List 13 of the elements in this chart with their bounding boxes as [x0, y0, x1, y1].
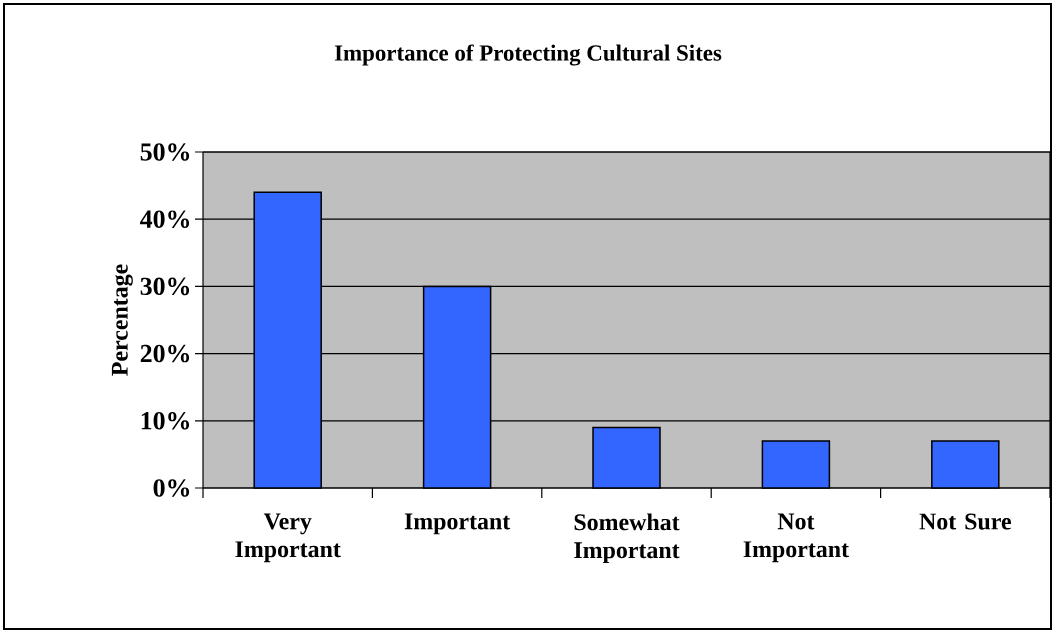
y-axis-title: Percentage	[111, 264, 133, 376]
x-tick-label: Important	[404, 513, 511, 535]
x-tick-label: Somewhat Important	[574, 513, 680, 564]
x-tick-label: Not Sure	[919, 513, 1011, 530]
chart-title: Importance of Protecting Cultural Sites	[334, 44, 722, 66]
x-tick-label: Not Important	[743, 513, 849, 563]
y-tick-label: 30%	[140, 277, 190, 296]
y-tick-label: 20%	[140, 344, 190, 363]
y-tick-label: 10%	[141, 411, 190, 430]
y-tick-label: 0%	[153, 479, 190, 497]
y-tick-label: 50%	[140, 143, 190, 161]
y-tick-label: 40%	[140, 210, 190, 228]
x-tick-label: Very Important	[235, 513, 341, 563]
